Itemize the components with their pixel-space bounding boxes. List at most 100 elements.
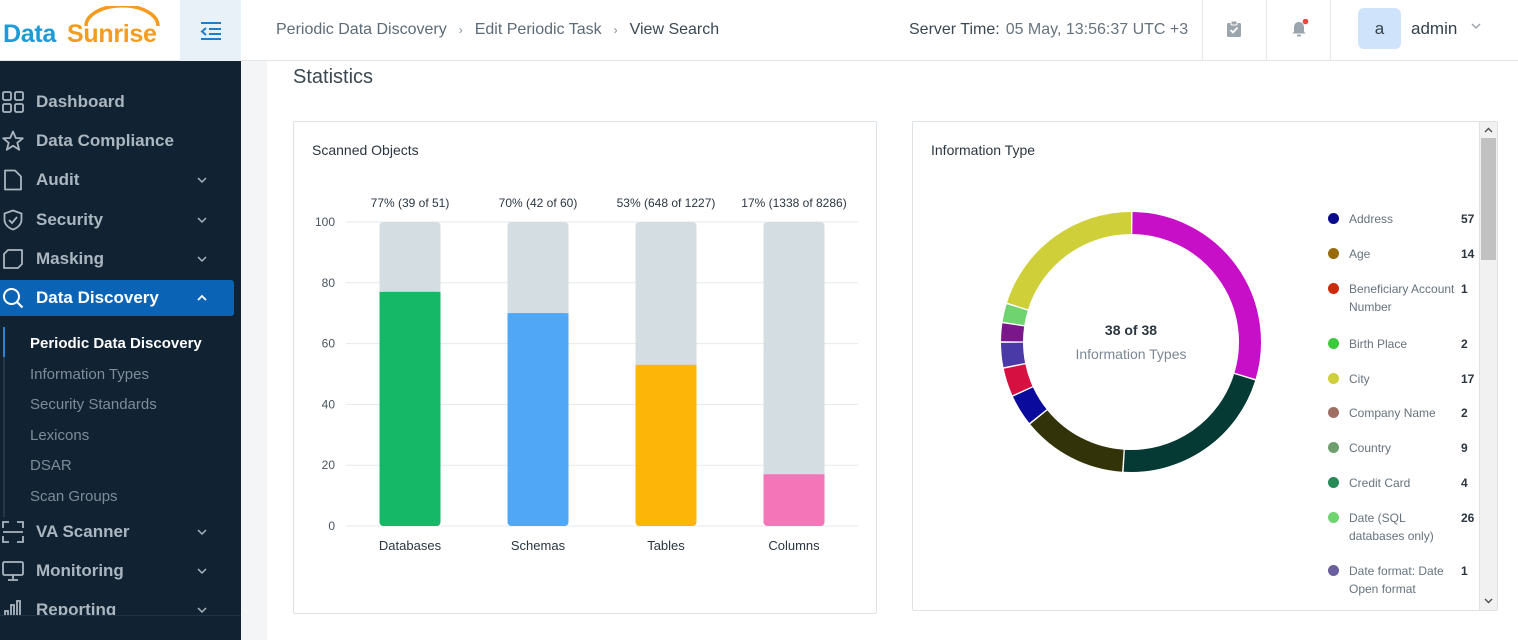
donut-segment[interactable]	[1001, 323, 1025, 342]
legend-item[interactable]: Beneficiary Account Number 1	[1328, 280, 1483, 316]
avatar[interactable]: a	[1358, 8, 1401, 49]
search-icon	[2, 287, 24, 309]
notifications-button[interactable]	[1286, 16, 1312, 42]
menu-collapse-button[interactable]	[180, 0, 241, 61]
donut-segment[interactable]	[1001, 342, 1026, 368]
y-tick-label: 0	[328, 519, 335, 533]
legend-label: Beneficiary Account Number	[1349, 282, 1455, 314]
x-category-label: Schemas	[511, 538, 566, 553]
legend-item[interactable]: Birth Place 2	[1328, 335, 1483, 353]
divider	[1202, 0, 1203, 61]
legend-label: City	[1349, 372, 1370, 386]
legend-label: Address	[1349, 212, 1394, 226]
legend-item[interactable]: Date format: Date Open format 1	[1328, 562, 1483, 598]
sidebar-subitem-security-standards[interactable]: Security Standards	[30, 396, 157, 413]
sidebar-item-security[interactable]: Security	[0, 202, 241, 238]
scanner-icon	[2, 521, 24, 543]
legend-dot-icon	[1328, 248, 1339, 259]
legend-value: 2	[1461, 337, 1468, 351]
breadcrumb-item-periodic-data-discovery[interactable]: Periodic Data Discovery	[276, 21, 447, 38]
document-icon	[2, 169, 24, 191]
legend-item[interactable]: City 17	[1328, 370, 1483, 388]
bar-top-flat	[379, 291, 441, 298]
legend-value: 17	[1461, 372, 1475, 386]
chevron-up-icon	[197, 294, 207, 301]
sidebar-item-label: Data Discovery	[36, 288, 159, 307]
x-category-label: Columns	[768, 538, 820, 553]
chevron-down-icon	[197, 529, 207, 536]
legend-item[interactable]: Address 57	[1328, 210, 1483, 228]
legend-item[interactable]: Company Name 2	[1328, 404, 1483, 422]
donut-segment[interactable]	[1002, 304, 1028, 326]
y-tick-label: 100	[315, 215, 335, 229]
chevron-down-icon	[197, 217, 207, 224]
sidebar: Dashboard Data Compliance Audit Security…	[0, 61, 241, 640]
sidebar-subitem-dsar[interactable]: DSAR	[30, 457, 72, 474]
bar-value-label: 70% (42 of 60)	[499, 196, 578, 210]
scroll-up-arrow-icon[interactable]	[1480, 123, 1497, 137]
tasks-button[interactable]	[1221, 16, 1247, 42]
legend-item[interactable]: Credit Card 4	[1328, 474, 1483, 492]
sidebar-subitem-lexicons[interactable]: Lexicons	[30, 427, 90, 444]
y-tick-label: 60	[322, 337, 336, 351]
sidebar-item-audit[interactable]: Audit	[0, 162, 241, 198]
star-icon	[2, 130, 24, 152]
scrollbar-thumb[interactable]	[1481, 138, 1496, 260]
donut-segment[interactable]	[1013, 387, 1047, 424]
submenu-rail	[3, 327, 5, 517]
legend-item[interactable]: Date (SQL databases only) 26	[1328, 509, 1483, 545]
legend-label: Age	[1349, 247, 1371, 261]
sidebar-item-data-compliance[interactable]: Data Compliance	[0, 123, 241, 159]
bar-columns[interactable]	[763, 474, 825, 526]
legend-item[interactable]: Age 14	[1328, 245, 1483, 263]
x-category-label: Databases	[379, 538, 442, 553]
sidebar-subitem-periodic-data-discovery[interactable]: Periodic Data Discovery	[30, 335, 202, 352]
chevron-down-icon[interactable]	[1470, 22, 1482, 30]
bell-icon	[1292, 19, 1309, 37]
legend-dot-icon	[1328, 512, 1339, 523]
legend-scrollbar[interactable]	[1479, 122, 1497, 610]
bar-tables[interactable]	[635, 364, 697, 526]
sidebar-subitem-information-types[interactable]: Information Types	[30, 366, 149, 383]
sidebar-item-monitoring[interactable]: Monitoring	[0, 553, 241, 589]
donut-center-label: Information Types	[1075, 346, 1187, 362]
legend-label: Date (SQL databases only)	[1349, 511, 1434, 543]
server-time-value: 05 May, 13:56:37 UTC +3	[1005, 21, 1189, 38]
sidebar-subitem-scan-groups[interactable]: Scan Groups	[30, 488, 118, 505]
divider	[1266, 0, 1267, 61]
legend-value: 14	[1461, 247, 1475, 261]
sun-arc-icon	[84, 6, 160, 27]
scroll-down-arrow-icon[interactable]	[1480, 594, 1497, 608]
breadcrumb-item-edit-periodic-task[interactable]: Edit Periodic Task	[474, 21, 602, 38]
bar-value-label: 77% (39 of 51)	[371, 196, 450, 210]
legend-label: Date format: Date Open format	[1349, 564, 1444, 596]
server-time: Server Time: 05 May, 13:56:37 UTC +3	[909, 21, 1188, 39]
legend-value: 9	[1461, 441, 1468, 455]
legend-label: Company Name	[1349, 406, 1436, 420]
datasunrise-logo[interactable]: Data Sunrise	[0, 0, 180, 61]
sidebar-item-data-discovery[interactable]: Data Discovery	[0, 280, 234, 316]
legend-value: 2	[1461, 406, 1468, 420]
donut-segment[interactable]	[1123, 373, 1256, 472]
sidebar-footer	[0, 615, 241, 640]
sidebar-item-dashboard[interactable]: Dashboard	[0, 84, 241, 120]
card-title: Scanned Objects	[312, 142, 419, 158]
legend-item[interactable]: Country 9	[1328, 439, 1483, 457]
donut-segment[interactable]	[1007, 212, 1132, 310]
username[interactable]: admin	[1411, 19, 1458, 38]
donut-segment[interactable]	[1003, 363, 1033, 396]
legend-dot-icon	[1328, 283, 1339, 294]
legend-value: 1	[1461, 282, 1468, 296]
logo-text-sunrise: Sunrise	[67, 20, 157, 48]
menu-collapse-icon	[199, 21, 221, 40]
bar-databases[interactable]	[379, 291, 441, 526]
bar-schemas[interactable]	[507, 313, 569, 526]
main-content: Statistics Scanned Objects 0 20 40 60 80 100 7…	[241, 61, 1518, 640]
donut-segment[interactable]	[1132, 212, 1261, 380]
donut-segment[interactable]	[1030, 410, 1124, 472]
sidebar-item-masking[interactable]: Masking	[0, 241, 241, 277]
sidebar-item-va-scanner[interactable]: VA Scanner	[0, 514, 241, 550]
bar-top-flat	[635, 364, 697, 371]
y-tick-label: 20	[322, 458, 336, 472]
chevron-down-icon	[197, 607, 207, 614]
